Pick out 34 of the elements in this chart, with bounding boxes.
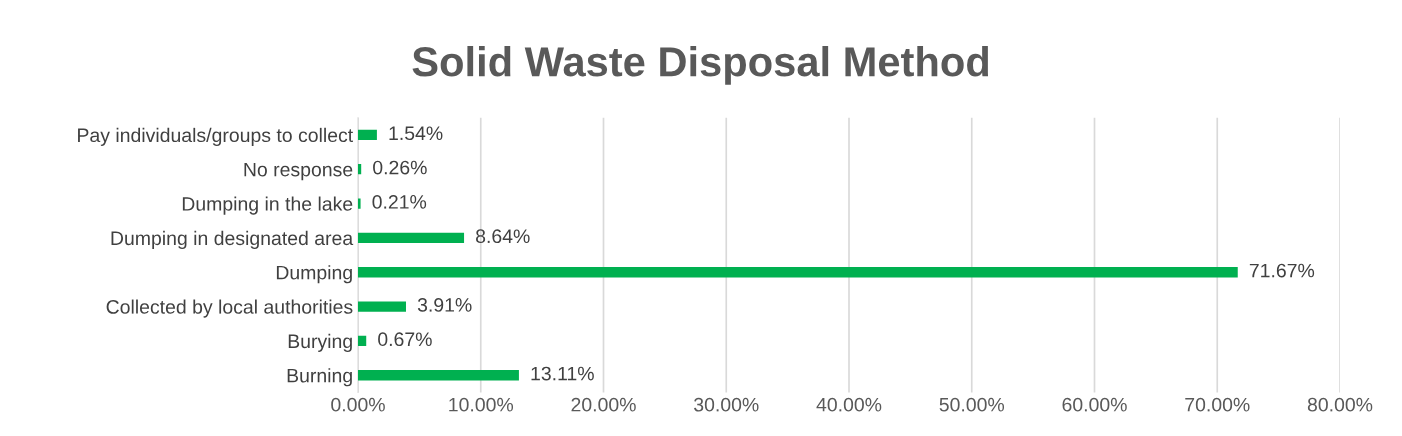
x-tick-label: 20.00% xyxy=(571,397,636,412)
bar xyxy=(358,232,465,244)
x-tick-label: 60.00% xyxy=(1062,397,1127,412)
x-tick-label: 0.00% xyxy=(331,397,385,412)
y-tick-label: Dumping in the lake xyxy=(182,196,353,215)
y-tick-label: Burning xyxy=(287,368,352,387)
data-label: 13.11% xyxy=(531,366,594,381)
data-label: 1.54% xyxy=(389,126,443,141)
data-label: 3.91% xyxy=(417,298,472,312)
x-tick-label: 70.00% xyxy=(1185,397,1250,412)
chart-title: Solid Waste Disposal Method xyxy=(412,45,989,85)
y-tick-label: No response xyxy=(244,162,353,181)
bar xyxy=(358,267,1238,278)
bar xyxy=(358,198,361,209)
data-label: 0.26% xyxy=(373,160,427,175)
x-tick-label: 30.00% xyxy=(694,397,759,412)
x-tick-label: 10.00% xyxy=(449,397,514,412)
data-label: 0.21% xyxy=(372,195,427,209)
bar xyxy=(358,370,519,381)
data-label: 8.64% xyxy=(476,229,530,244)
bar xyxy=(358,301,406,312)
x-tick-label: 80.00% xyxy=(1307,397,1373,412)
x-tick-label: 40.00% xyxy=(816,397,882,412)
bar xyxy=(358,335,367,347)
y-tick-label: Collected by local authorities xyxy=(106,299,353,318)
y-tick-label: Dumping in designated area xyxy=(111,230,354,249)
x-tick-label: 50.00% xyxy=(939,397,1005,412)
y-tick-label: Burying xyxy=(288,333,352,352)
y-tick-label: Pay individuals/groups to collect xyxy=(78,127,354,146)
y-tick-label: Dumping xyxy=(276,265,352,284)
data-label: 0.67% xyxy=(378,332,432,347)
bar xyxy=(358,129,377,141)
bar xyxy=(358,164,362,175)
data-label: 71.67% xyxy=(1249,263,1315,278)
